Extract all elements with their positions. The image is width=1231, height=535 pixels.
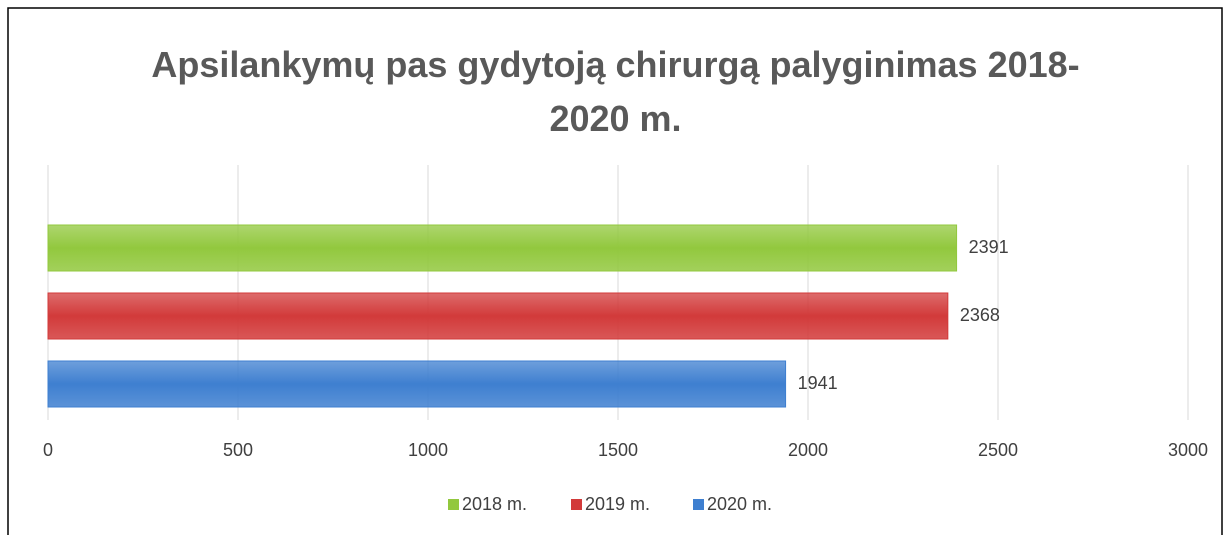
legend-swatch	[448, 499, 459, 510]
x-tick-label: 2000	[788, 440, 828, 460]
legend-label: 2020 m.	[707, 494, 772, 514]
x-tick-label: 2500	[978, 440, 1018, 460]
chart-title: Apsilankymų pas gydytoją chirurgą palygi…	[151, 44, 1080, 139]
x-tick-label: 1500	[598, 440, 638, 460]
chart-frame	[7, 7, 1223, 535]
x-tick-label: 500	[223, 440, 253, 460]
legend-label: 2018 m.	[462, 494, 527, 514]
bar	[47, 360, 787, 408]
legend-swatch	[571, 499, 582, 510]
bar	[47, 292, 949, 340]
data-label: 2391	[969, 237, 1009, 257]
data-label: 1941	[798, 373, 838, 393]
bar	[47, 224, 958, 272]
data-label: 2368	[960, 305, 1000, 325]
x-tick-label: 1000	[408, 440, 448, 460]
legend-swatch	[693, 499, 704, 510]
x-tick-label: 0	[43, 440, 53, 460]
x-tick-label: 3000	[1168, 440, 1208, 460]
legend-label: 2019 m.	[585, 494, 650, 514]
